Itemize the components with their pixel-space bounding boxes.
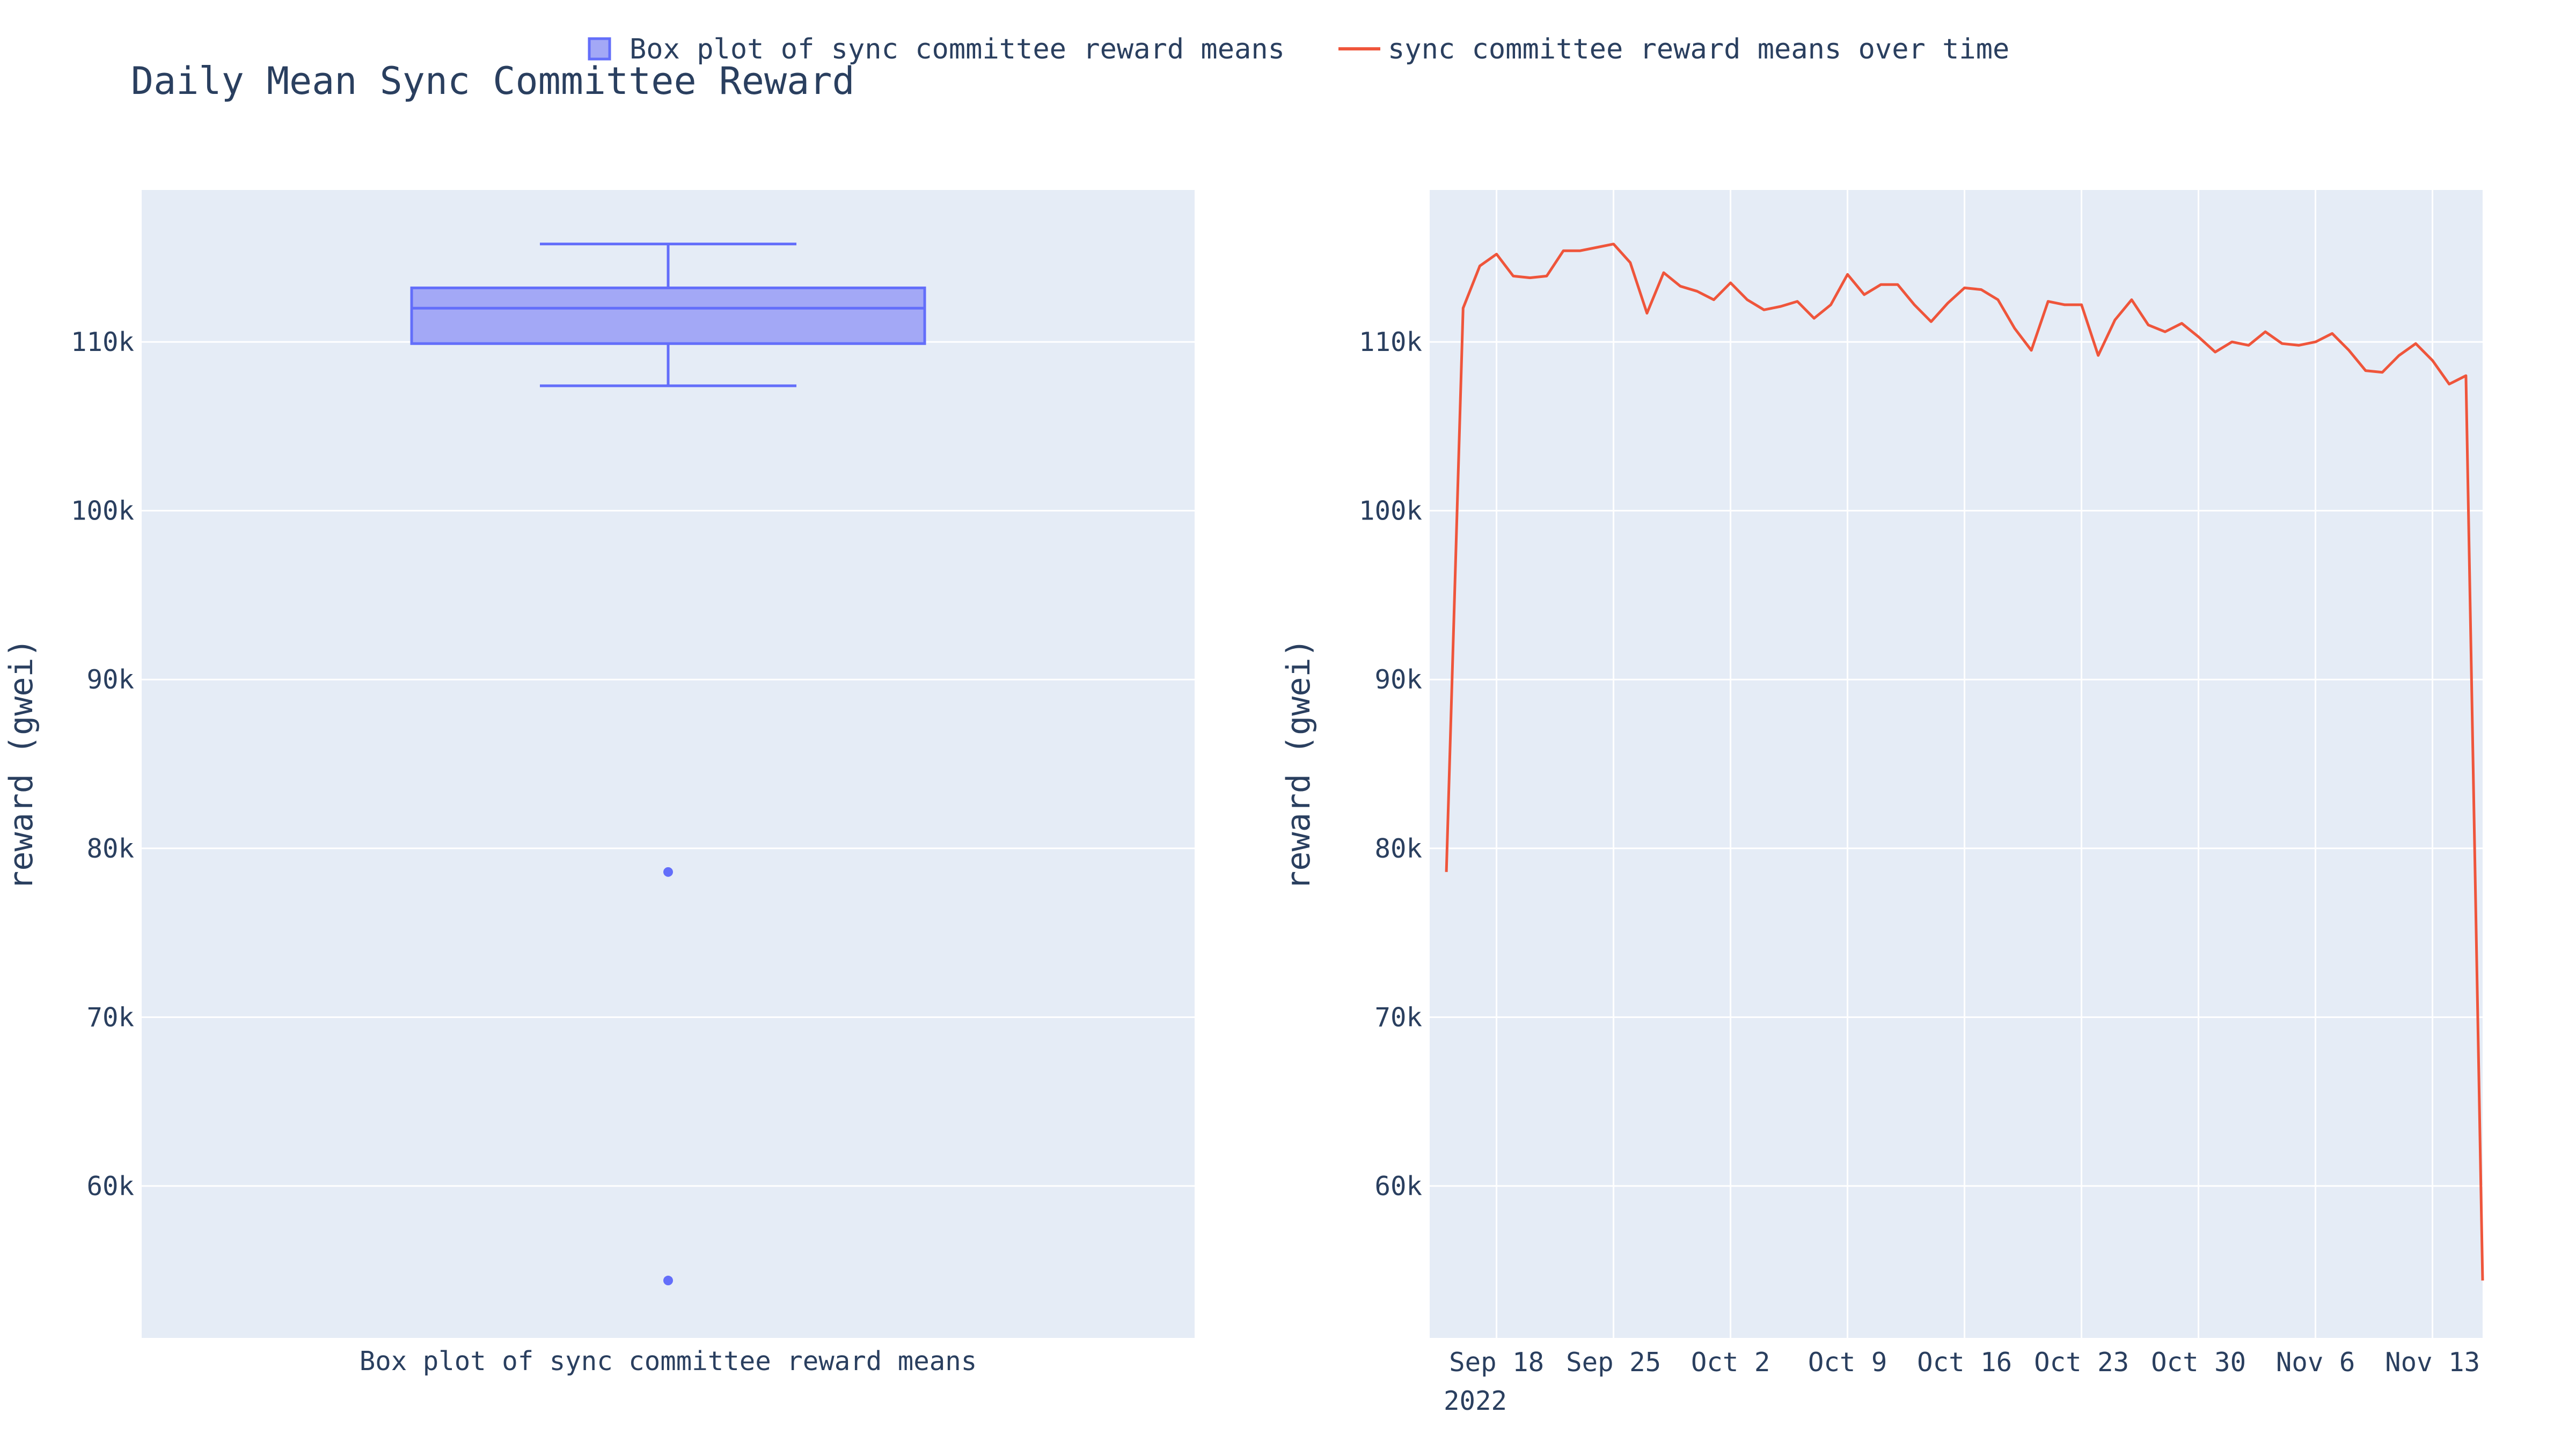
line-y-tick-label: 110k (1359, 327, 1422, 357)
line-x-tick-label: Oct 2 (1691, 1347, 1770, 1378)
legend-box-label: Box plot of sync committee reward means (630, 33, 1285, 65)
box-gridlines (142, 341, 1195, 1187)
box-y-tick-label: 110k (71, 327, 134, 357)
line-series-path[interactable] (1445, 243, 2484, 1281)
line-x-year-label: 2022 (1444, 1386, 1507, 1416)
box-y-tick-label: 90k (86, 664, 134, 695)
line-subplot: 60k 70k 80k 90k 100k 110k Sep 18 Sep 25 Oct 2 Oc… (1280, 190, 2484, 1416)
line-plot-area (1430, 190, 2483, 1338)
box-iqr[interactable] (410, 286, 926, 345)
line-xticks: Sep 18 Sep 25 Oct 2 Oct 9 Oct 16 Oct 23 Oct 30… (1449, 1347, 2480, 1378)
line-series[interactable] (1445, 243, 2484, 1281)
line-y-tick-label: 100k (1359, 496, 1422, 526)
box-series[interactable] (410, 243, 926, 1286)
line-y-axis-title: reward (gwei) (1280, 638, 1318, 890)
line-y-tick-label: 70k (1374, 1002, 1422, 1033)
line-yticks: 60k 70k 80k 90k 100k 110k (1359, 327, 1422, 1202)
box-outlier-point[interactable] (663, 1276, 673, 1286)
line-x-tick-label: Oct 30 (2151, 1347, 2246, 1378)
line-x-tick-label: Sep 18 (1449, 1347, 1544, 1378)
line-x-tick-label: Oct 16 (1917, 1347, 2012, 1378)
legend-item-box[interactable]: Box plot of sync committee reward means (588, 33, 1285, 65)
legend: Box plot of sync committee reward means … (588, 33, 2009, 65)
legend-line-label: sync committee reward means over time (1388, 33, 2009, 65)
line-x-tick-label: Sep 25 (1566, 1347, 1661, 1378)
line-x-tick-label: Nov 13 (2385, 1347, 2480, 1378)
box-y-tick-label: 70k (86, 1002, 134, 1033)
legend-item-line[interactable]: sync committee reward means over time (1338, 33, 2009, 65)
box-y-tick-label: 80k (86, 833, 134, 864)
box-subplot: 60k 70k 80k 90k 100k 110k Box plot of sync co… (3, 190, 1195, 1377)
box-outlier-point[interactable] (663, 867, 673, 877)
box-yticks: 60k 70k 80k 90k 100k 110k (71, 327, 134, 1202)
box-y-axis-title: reward (gwei) (3, 638, 40, 890)
line-x-tick-label: Oct 9 (1808, 1347, 1887, 1378)
line-y-tick-label: 80k (1374, 833, 1422, 864)
box-y-tick-label: 100k (71, 496, 134, 526)
chart-title: Daily Mean Sync Committee Reward (131, 59, 855, 103)
box-y-tick-label: 60k (86, 1171, 134, 1202)
line-gridlines (1430, 190, 2483, 1338)
line-x-tick-label: Nov 6 (2276, 1347, 2355, 1378)
line-y-tick-label: 60k (1374, 1171, 1422, 1202)
line-x-tick-label: Oct 23 (2034, 1347, 2129, 1378)
legend-box-swatch (588, 37, 611, 61)
line-y-tick-label: 90k (1374, 664, 1422, 695)
box-x-tick-label: Box plot of sync committee reward means (360, 1346, 977, 1377)
